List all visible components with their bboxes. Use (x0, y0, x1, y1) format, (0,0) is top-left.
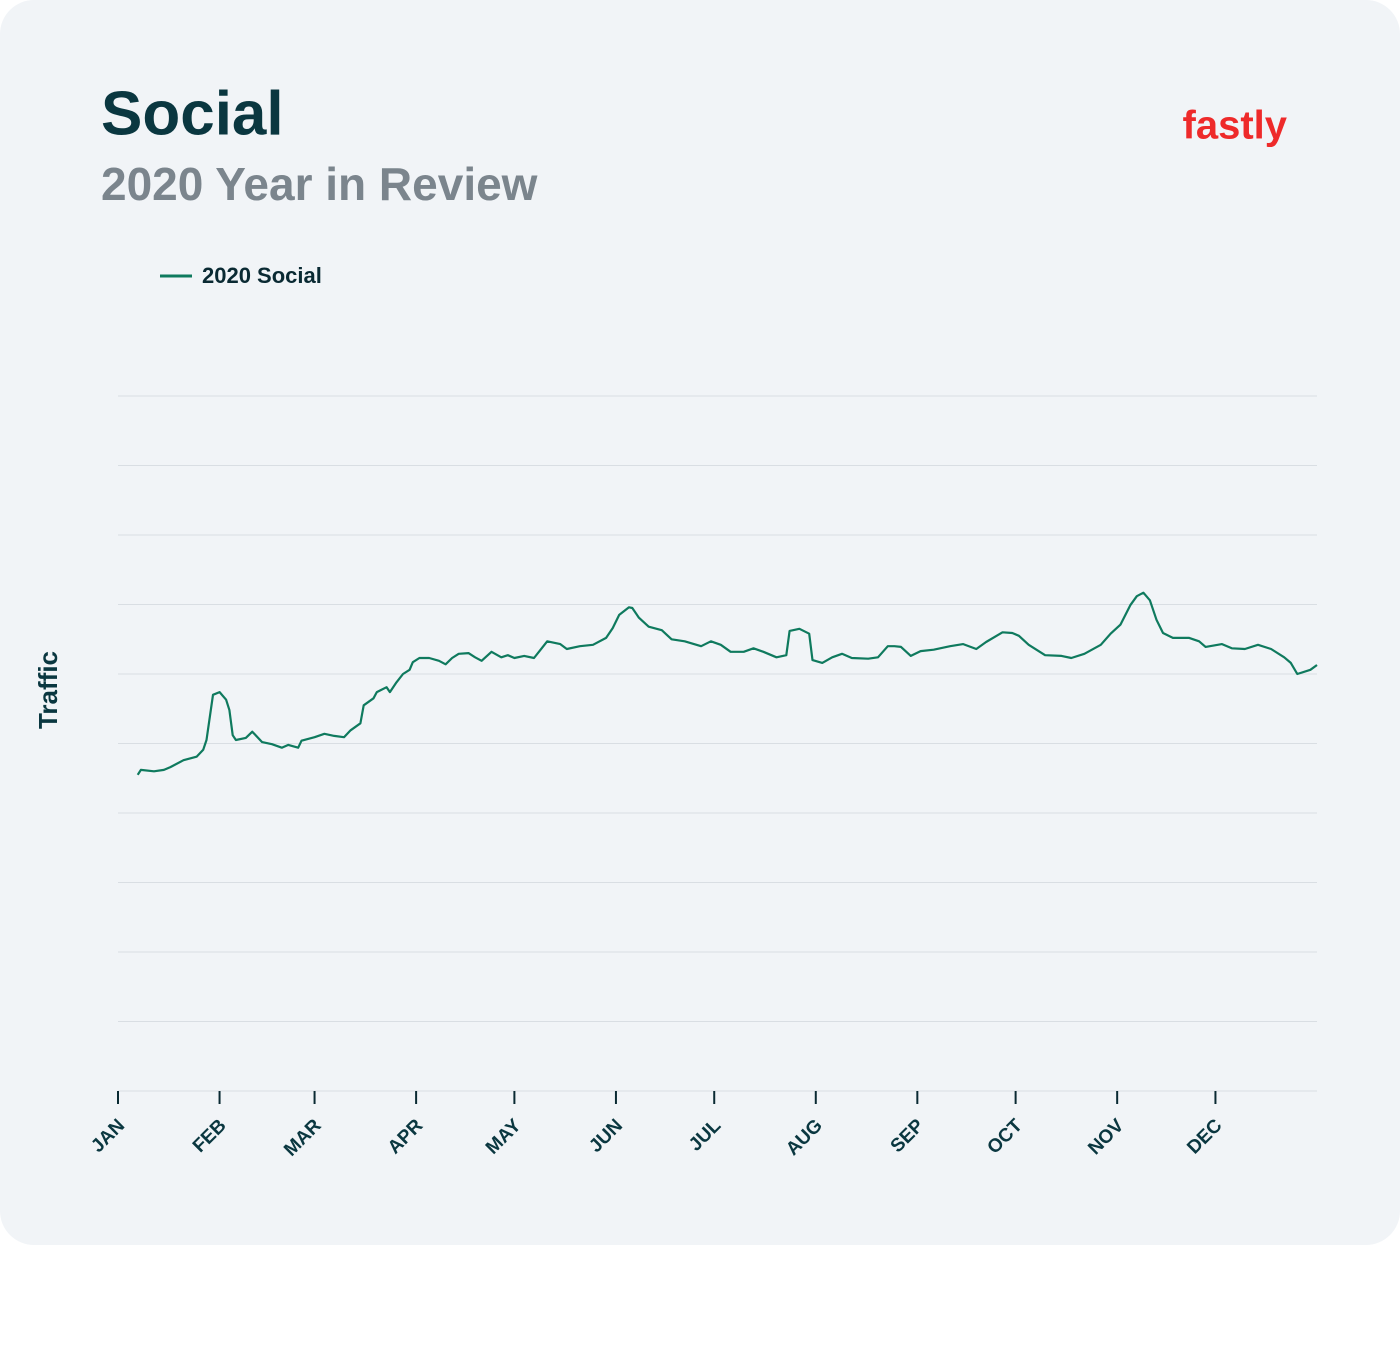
card (0, 0, 1400, 1245)
series-line (136, 591, 1318, 776)
logo: fastly (1183, 104, 1288, 148)
chart-title: Social (101, 79, 284, 148)
y-axis-label: Traffic (33, 651, 63, 729)
chart-subtitle: 2020 Year in Review (101, 158, 538, 210)
legend-label: 2020 Social (202, 263, 322, 288)
